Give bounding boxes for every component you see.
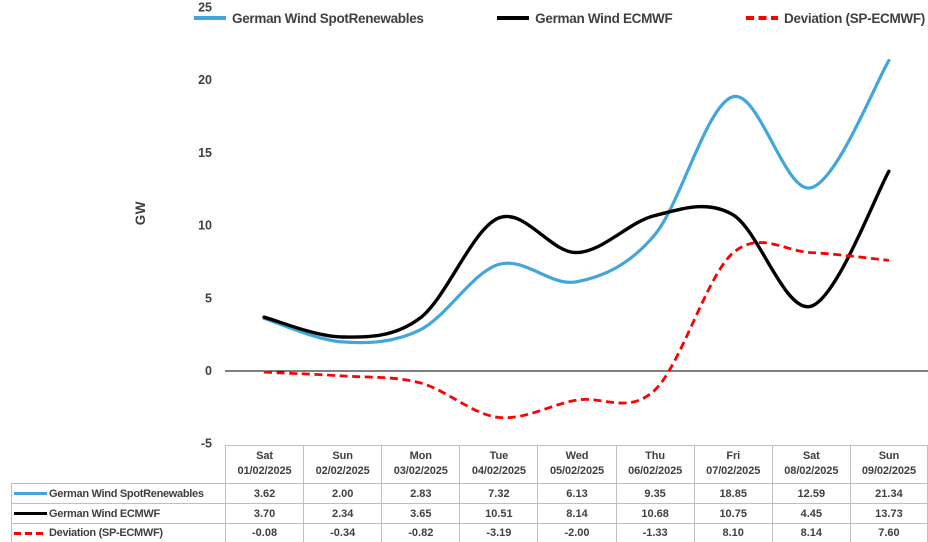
table-cell: 10.75 [693, 503, 772, 523]
legend-item-spot: German Wind SpotRenewables [194, 11, 424, 26]
y-axis-tick-label: 10 [198, 219, 212, 233]
table-row-label-text: German Wind ECMWF [49, 507, 160, 520]
table-cell: 8.14 [537, 503, 616, 523]
table-cell: 3.70 [225, 503, 304, 523]
table-cell: -0.34 [303, 523, 382, 542]
table-row-label: German Wind SpotRenewables [11, 483, 225, 503]
series-line-spot [262, 58, 891, 345]
table-cell: 4.45 [771, 503, 850, 523]
legend-label-spot: German Wind SpotRenewables [232, 10, 424, 26]
table-row-label: German Wind ECMWF [11, 503, 225, 523]
y-axis-tick-label: 20 [198, 73, 212, 87]
table-cell: 6.13 [537, 483, 616, 503]
table-header-cell: Fri 07/02/2025 [693, 445, 772, 483]
ecmwf-line-sample-icon [497, 16, 530, 20]
y-axis-tick-label: 5 [205, 291, 212, 305]
y-axis-tick-label: 15 [198, 146, 212, 160]
table-cell: 7.60 [849, 523, 928, 542]
table-cell: 2.83 [381, 483, 460, 503]
chart-legend: German Wind SpotRenewables German Wind E… [194, 5, 925, 31]
legend-item-deviation: Deviation (SP-ECMWF) [746, 11, 925, 26]
table-cell: -0.82 [381, 523, 460, 542]
y-axis-tick-label: -5 [201, 437, 212, 451]
legend-label-deviation: Deviation (SP-ECMWF) [784, 10, 925, 26]
table-cell: 9.35 [615, 483, 694, 503]
table-cell: 10.68 [615, 503, 694, 523]
table-row-label: Deviation (SP-ECMWF) [11, 523, 225, 542]
table-cell: 21.34 [849, 483, 928, 503]
table-cell: 10.51 [459, 503, 538, 523]
table-cell: 2.34 [303, 503, 382, 523]
table-header-cell: Sat 01/02/2025 [225, 445, 304, 483]
table-corner-spacer [11, 445, 225, 483]
table-cell: -2.00 [537, 523, 616, 542]
table-cell: 3.62 [225, 483, 304, 503]
series-line-ecmwf [262, 169, 891, 339]
table-cell: 8.14 [771, 523, 850, 542]
y-axis-tick-label: 25 [198, 0, 212, 14]
table-cell: 2.00 [303, 483, 382, 503]
row-line-sample-icon [14, 492, 47, 495]
legend-item-ecmwf: German Wind ECMWF [497, 10, 673, 26]
spot-line-sample-icon [194, 16, 226, 20]
y-axis-tick-label: 0 [205, 364, 212, 378]
table-row-label-text: Deviation (SP-ECMWF) [49, 527, 163, 539]
legend-label-ecmwf: German Wind ECMWF [535, 10, 673, 26]
table-header-cell: Sun 02/02/2025 [303, 445, 382, 483]
deviation-line-sample-icon [746, 16, 778, 20]
table-cell: -3.19 [459, 523, 538, 542]
table-header-cell: Mon 03/02/2025 [381, 445, 460, 483]
table-row-label-text: German Wind SpotRenewables [49, 487, 204, 500]
table-cell: 12.59 [771, 483, 850, 503]
table-cell: 3.65 [381, 503, 460, 523]
table-header-cell: Tue 04/02/2025 [459, 445, 538, 483]
data-table: Sat 01/02/2025 Sun 02/02/2025 Mon 03/02/2025 T… [11, 445, 928, 542]
table-header-cell: Wed 05/02/2025 [537, 445, 616, 483]
table-header-cell: Sat 08/02/2025 [771, 445, 850, 483]
row-line-sample-icon [14, 531, 47, 535]
y-axis-title: GW [133, 201, 148, 226]
table-header-cell: Thu 06/02/2025 [615, 445, 694, 483]
row-line-sample-icon [14, 512, 47, 515]
table-cell: 13.73 [849, 503, 928, 523]
table-cell: 7.32 [459, 483, 538, 503]
table-cell: 8.10 [693, 523, 772, 542]
series-line-deviation [263, 241, 890, 420]
table-cell: 18.85 [693, 483, 772, 503]
table-cell: -0.08 [225, 523, 304, 542]
table-cell: -1.33 [615, 523, 694, 542]
table-header-cell: Sun 09/02/2025 [849, 445, 928, 483]
